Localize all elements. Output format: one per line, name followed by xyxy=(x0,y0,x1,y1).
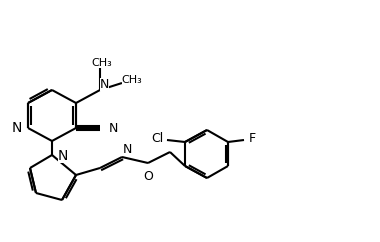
Text: Cl: Cl xyxy=(151,131,163,144)
Text: N: N xyxy=(123,143,132,156)
Text: N: N xyxy=(58,149,68,163)
Text: N: N xyxy=(100,78,109,91)
Text: CH₃: CH₃ xyxy=(122,75,142,85)
Text: F: F xyxy=(249,131,256,144)
Text: CH₃: CH₃ xyxy=(92,58,112,68)
Text: N: N xyxy=(109,121,119,135)
Text: O: O xyxy=(143,170,153,183)
Text: N: N xyxy=(12,121,22,135)
